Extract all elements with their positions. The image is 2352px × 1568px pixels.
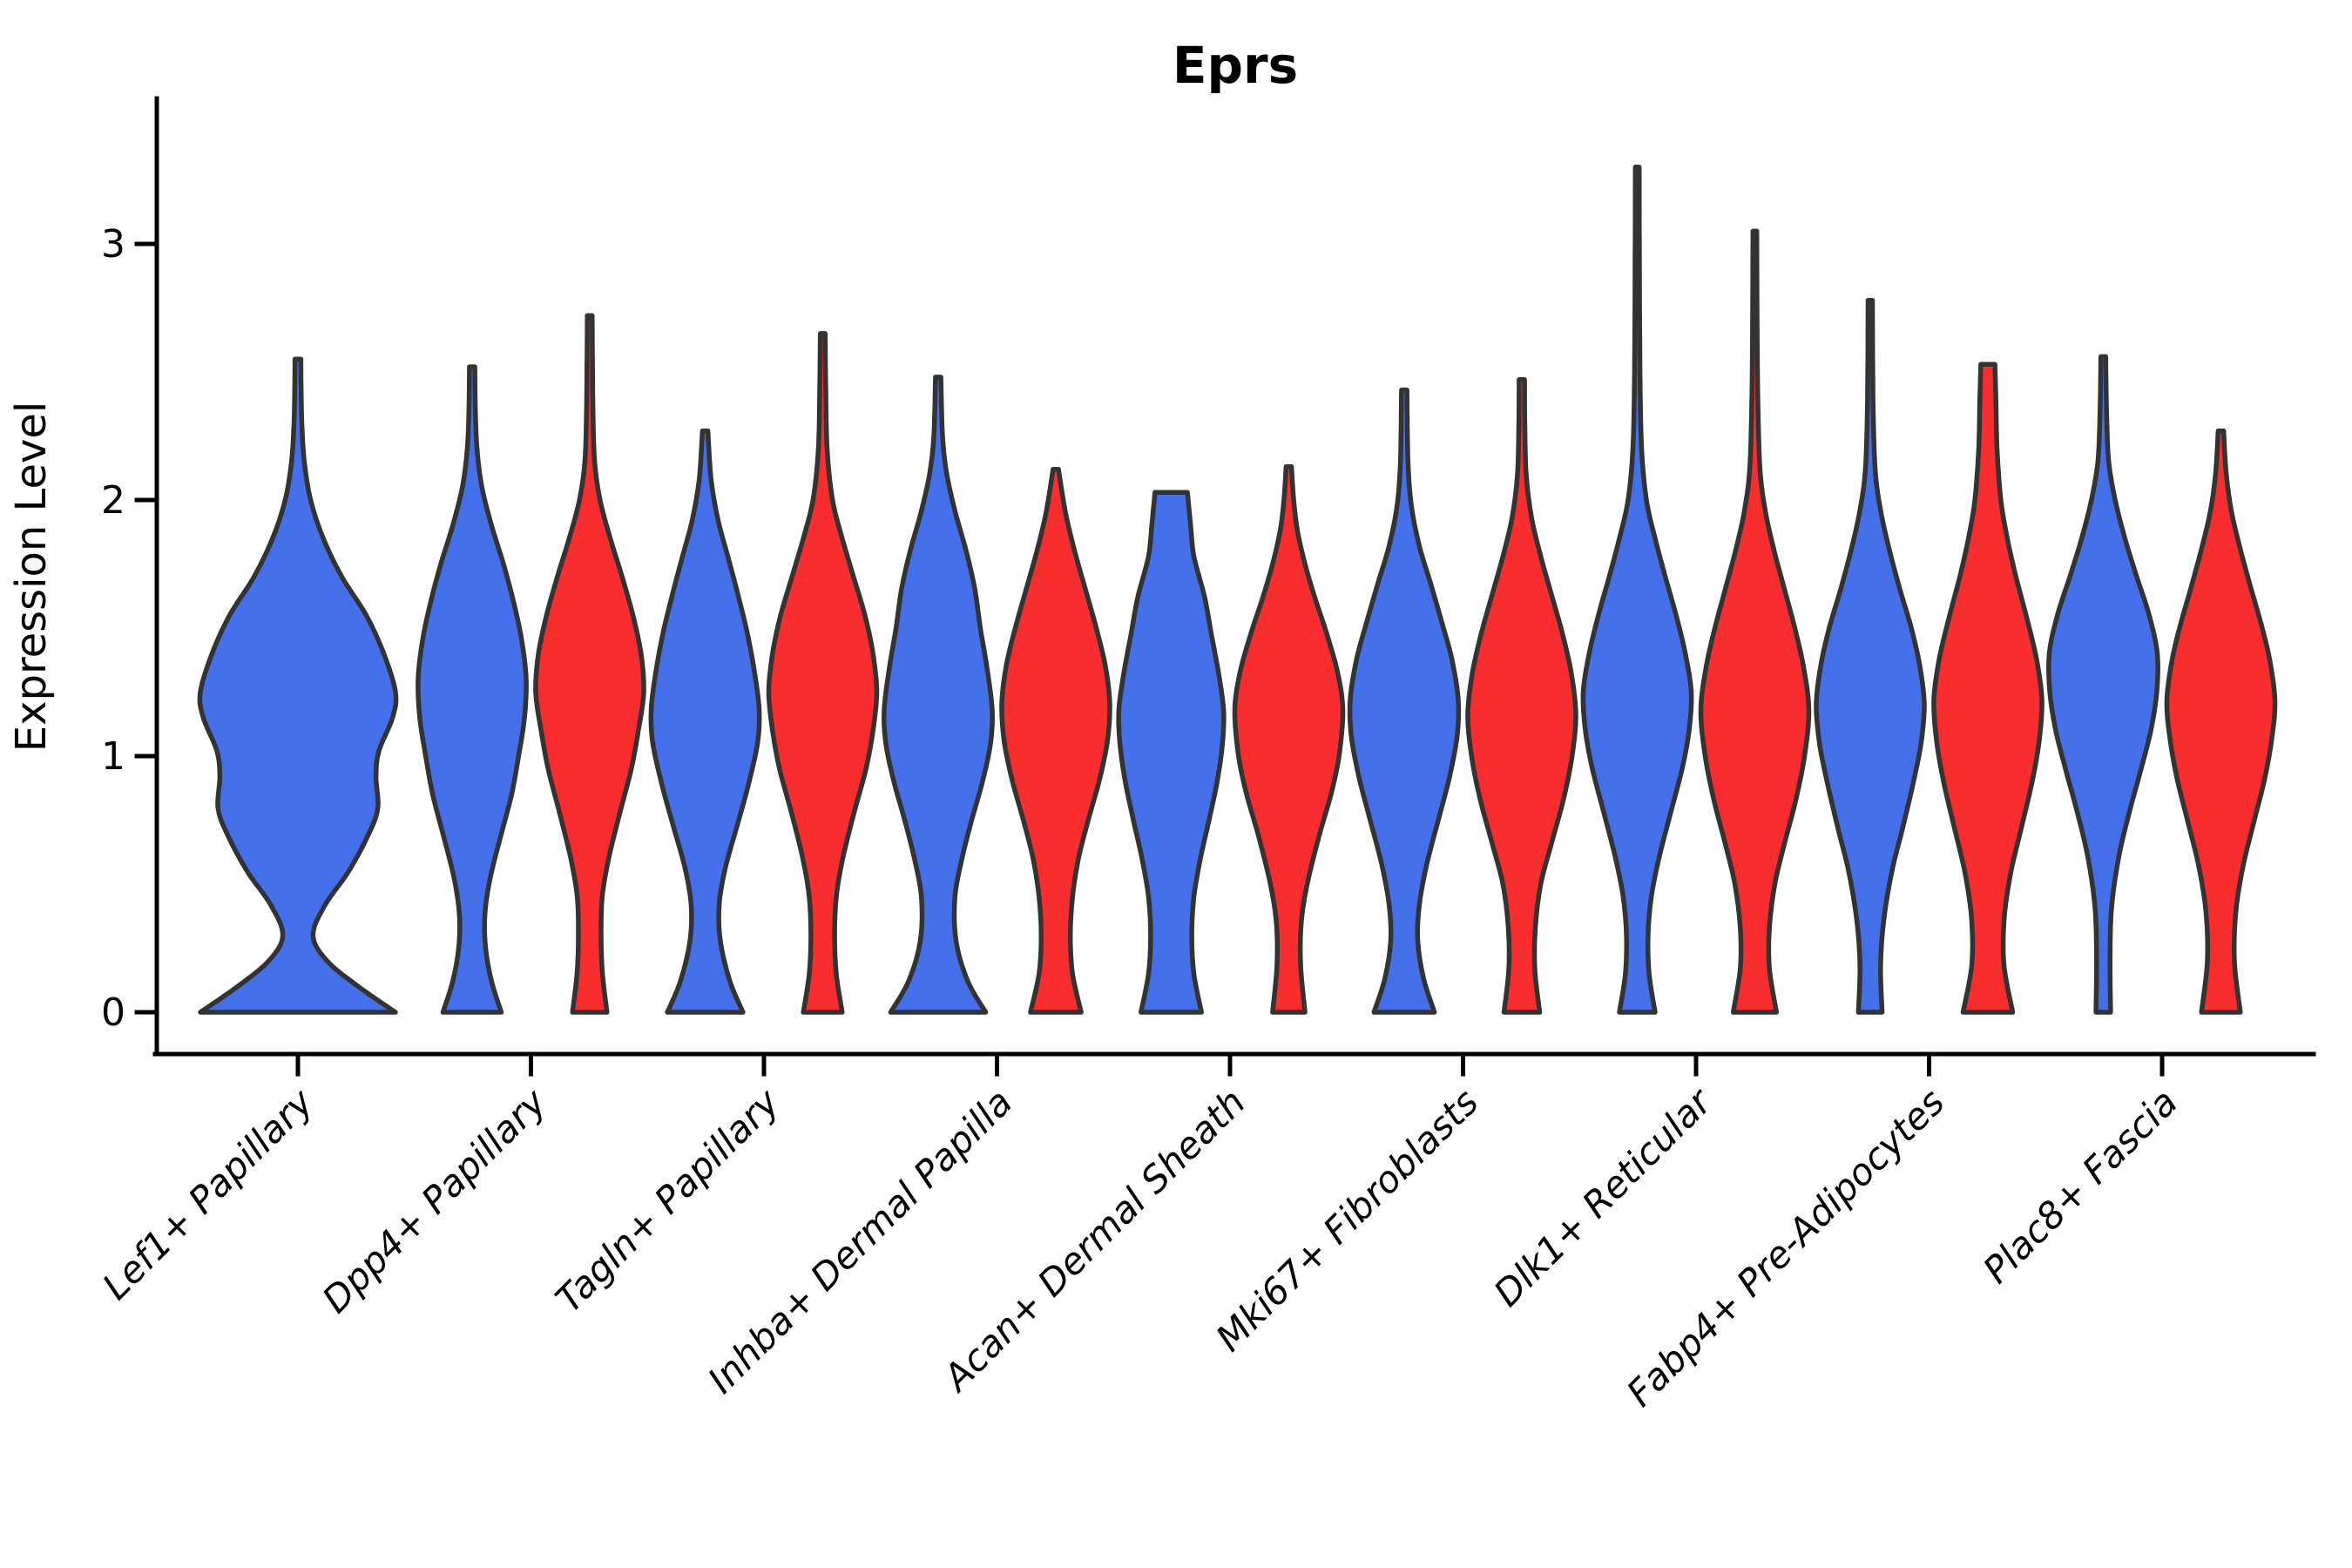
violin-acan-blue: [1116, 490, 1227, 1015]
violin-lef1-blue: [197, 356, 399, 1015]
violin-dlk1-blue: [1580, 165, 1694, 1015]
violins-layer: [197, 165, 2278, 1015]
violin-inhba-blue: [881, 375, 996, 1015]
violin-dpp4-red: [533, 313, 646, 1015]
y-tick-label: 0: [101, 990, 125, 1035]
violin-plac8-red: [2164, 428, 2278, 1015]
y-axis-label: Expression Level: [7, 402, 56, 753]
x-tick-label-dlk1: Dlk1+ Reticular: [1485, 1078, 1721, 1315]
x-tick-label-plac8: Plac8+ Fascia: [1975, 1080, 2186, 1291]
violin-fabp4-blue: [1814, 297, 1927, 1015]
violin-tagln-blue: [648, 428, 762, 1015]
violin-inhba-red: [999, 466, 1112, 1015]
violin-fabp4-red: [1931, 362, 2044, 1015]
chart-title: Eprs: [1173, 36, 1298, 95]
x-tick-label-dpp4: Dpp4+ Papillary: [314, 1080, 555, 1321]
violin-mki67-red: [1465, 377, 1578, 1015]
violin-dlk1-red: [1698, 228, 1812, 1015]
violin-tagln-red: [766, 331, 880, 1015]
violin-dpp4-blue: [416, 364, 529, 1015]
x-tick-label-mki67: Mki67+ Fibroblasts: [1207, 1080, 1486, 1359]
y-tick-label: 2: [101, 478, 125, 523]
violin-mki67-blue: [1347, 387, 1462, 1015]
violin-plac8-blue: [2046, 354, 2160, 1015]
y-tick-label: 1: [101, 734, 125, 779]
violin-acan-red: [1232, 464, 1346, 1015]
x-tick-label-tagln: Tagln+ Papillary: [547, 1080, 788, 1321]
y-tick-label: 3: [101, 222, 125, 267]
x-tick-label-lef1: Lef1+ Papillary: [94, 1080, 322, 1308]
